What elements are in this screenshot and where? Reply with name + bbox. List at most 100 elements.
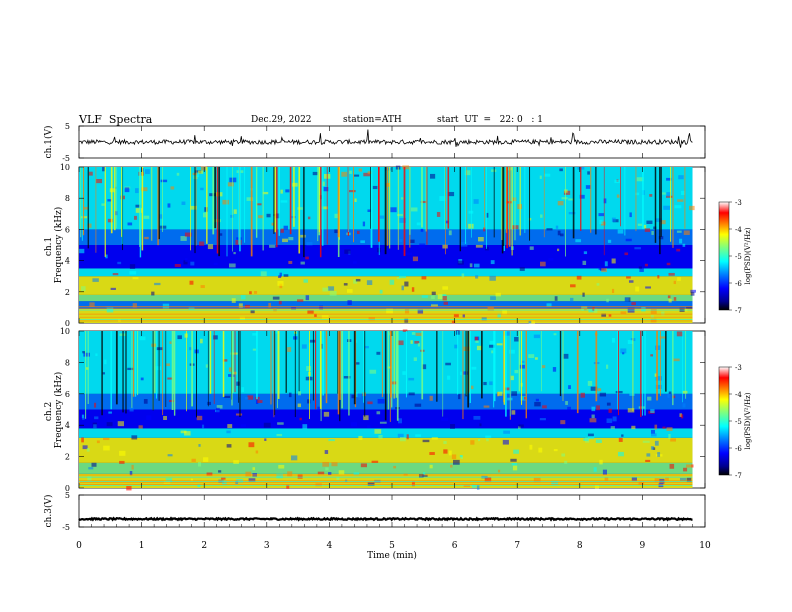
ch2-spectrogram-cell-95 bbox=[654, 440, 659, 446]
ch2-spectrogram-cell-310 bbox=[534, 401, 541, 407]
ch1-spectrogram-ytick-label-2: 4 bbox=[65, 257, 70, 266]
ch1-spectrogram-cell-298 bbox=[329, 290, 337, 296]
ch2-spectrogram-cell-146 bbox=[336, 477, 340, 481]
ch2-spectrogram-cell-290 bbox=[657, 452, 661, 457]
ch1-spectrogram-cell-357 bbox=[661, 311, 665, 316]
ch2-spectrogram-cell-74 bbox=[278, 464, 285, 469]
ch1-spectrogram-cell-170 bbox=[673, 297, 677, 301]
ch2-spectrogram-cell-190 bbox=[642, 440, 650, 443]
ch2-spectrogram-cell-72 bbox=[357, 393, 362, 398]
ch1-spectrogram-cell-21 bbox=[283, 274, 289, 277]
ch2-spectrogram-cell-24 bbox=[667, 393, 670, 398]
ch1-spectrogram-cell-55 bbox=[638, 266, 642, 269]
ch1-spectrogram-cell-113 bbox=[368, 317, 375, 321]
ch2-spectrogram-ytick-label-4: 8 bbox=[65, 358, 70, 367]
ch2-spectrogram-cell-331 bbox=[286, 484, 290, 489]
ch2-spectrogram-cell-323 bbox=[218, 470, 222, 473]
ch1-spectrogram-cell-185 bbox=[379, 289, 383, 294]
ch1-spectrogram-cell-182 bbox=[442, 244, 448, 249]
ch2-spectrogram-cell-228 bbox=[679, 477, 687, 481]
ch1-spectrogram-cell-98 bbox=[200, 187, 204, 191]
ch1-spectrogram-cell-35 bbox=[238, 303, 243, 308]
ch1-spectrogram-cell-347 bbox=[410, 207, 418, 212]
ch1-spectrogram-cell-259 bbox=[653, 226, 657, 230]
ch1-spectrogram-cell-234 bbox=[362, 221, 366, 227]
ch2-spectrogram-cell-312 bbox=[94, 416, 99, 420]
ch1-spectrogram-cell-146 bbox=[360, 240, 365, 244]
ch1-spectrogram-cell-141 bbox=[417, 309, 424, 314]
ch1-spectrogram-cell-377 bbox=[624, 297, 629, 302]
ch1-spectrogram-cell-260 bbox=[269, 244, 276, 248]
ch2-spectrogram-cell-56 bbox=[277, 422, 284, 425]
ch1-spectrogram-cell-194 bbox=[135, 204, 142, 208]
ch1-spectrogram-cell-362 bbox=[650, 315, 654, 319]
ch2-spectrogram-cell-342 bbox=[638, 406, 646, 409]
ch1-spectrogram-cell-64 bbox=[624, 252, 629, 256]
ch2-spectrogram-cell-344 bbox=[387, 366, 392, 369]
ch1-spectrogram-cell-273 bbox=[353, 279, 358, 284]
ch1-spectrogram-band-2 bbox=[79, 294, 693, 302]
ch2-colorbar bbox=[718, 366, 730, 476]
ch2-spectrogram-cell-333 bbox=[659, 336, 667, 339]
ch2-spectrogram-cell-181 bbox=[568, 385, 571, 390]
ch1-spectrogram-cell-367 bbox=[349, 190, 356, 193]
ch1-spectrogram-cell-313 bbox=[464, 170, 471, 176]
ch1-spectrogram-cell-88 bbox=[608, 314, 612, 317]
ch1-spectrogram-cell-220 bbox=[539, 175, 542, 179]
ch2-spectrogram-cell-371 bbox=[580, 392, 585, 398]
ch2-spectrogram-cell-243 bbox=[139, 336, 146, 341]
ch1-spectrogram-cell-69 bbox=[396, 277, 401, 280]
ch3-waveform-yticks: 5 -5 bbox=[62, 491, 705, 532]
ch2-spectrogram-cell-257 bbox=[524, 396, 527, 400]
ch1-spectrogram-cell-246 bbox=[233, 209, 237, 214]
ch2-spectrogram-cell-171 bbox=[629, 393, 635, 396]
ch1-spectrogram-cell-72 bbox=[557, 200, 564, 206]
ch1-spectrogram-cell-212 bbox=[399, 239, 403, 243]
ch1-spectrogram-cell-165 bbox=[236, 237, 242, 240]
ch2-spectrogram-cell-306 bbox=[167, 377, 173, 380]
ch1-spectrogram-cell-342 bbox=[679, 238, 683, 244]
ch1-spectrogram-cell-116 bbox=[546, 303, 552, 307]
ch2-spectrogram-cell-264 bbox=[82, 417, 85, 420]
xtick-label-6: 6 bbox=[452, 541, 458, 551]
ch1-spectrogram-cell-145 bbox=[88, 171, 93, 176]
ch2-spectrogram-ylabel-line2: Frequency (kHz) bbox=[53, 372, 64, 449]
ch1-spectrogram-cell-272 bbox=[690, 291, 695, 296]
ch2-spectrogram-cell-132 bbox=[180, 430, 187, 434]
ch2-spectrogram-cell-210 bbox=[670, 438, 676, 442]
ch1-spectrogram-cell-42 bbox=[323, 186, 329, 192]
ch1-spectrogram-cell-52 bbox=[582, 292, 585, 297]
ch1-spectrogram-cell-251 bbox=[666, 262, 671, 266]
ch3-waveform-panel: 5 -5 ch.3(V) bbox=[43, 491, 706, 532]
ch2-spectrogram-cell-298 bbox=[206, 472, 213, 476]
ch2-spectrogram-cell-141 bbox=[196, 415, 203, 421]
ch2-spectrogram-cell-168 bbox=[454, 344, 458, 349]
ch1-spectrogram-cell-258 bbox=[213, 262, 218, 265]
ch1-spectrogram-cell-227 bbox=[599, 219, 603, 225]
ch2-spectrogram-cell-159 bbox=[627, 339, 634, 344]
ch1-spectrogram-cell-337 bbox=[202, 212, 207, 218]
ch2-spectrogram-cell-100 bbox=[647, 396, 652, 401]
ch1-spectrogram-cell-207 bbox=[557, 230, 561, 236]
ch1-spectrogram-cell-148 bbox=[660, 220, 666, 225]
ch1-spectrogram-cell-160 bbox=[101, 203, 105, 206]
ch2-spectrogram-cbtick-label-4: -7 bbox=[735, 472, 742, 480]
ch1-spectrogram-cell-368 bbox=[124, 187, 130, 193]
ch1-spectrogram-cell-237 bbox=[690, 289, 696, 293]
ch2-spectrogram-cell-142 bbox=[328, 439, 335, 442]
ch2-spectrogram-cell-277 bbox=[595, 439, 602, 444]
ch1-spectrogram-cell-180 bbox=[491, 169, 497, 172]
ch2-spectrogram-ytick-label-0: 0 bbox=[65, 484, 70, 493]
ch1-spectrogram-ytick-label-0: 0 bbox=[65, 319, 70, 328]
ch2-spectrogram-cell-374 bbox=[422, 439, 430, 443]
ch1-spectrogram-cell-349 bbox=[481, 317, 487, 321]
ch2-spectrogram-cell-204 bbox=[489, 381, 493, 386]
ch2-spectrogram-cell-202 bbox=[654, 424, 658, 430]
ch2-spectrogram-cell-173 bbox=[203, 457, 209, 462]
ch1-spectrogram-cell-239 bbox=[305, 295, 310, 301]
ch2-spectrogram-cell-23 bbox=[255, 450, 259, 454]
ch2-spectrogram-cell-152 bbox=[627, 408, 635, 413]
ch1-spectrogram-cell-296 bbox=[356, 230, 360, 235]
xtick-label-1: 1 bbox=[139, 541, 145, 551]
ch2-spectrogram-cell-340 bbox=[399, 437, 406, 442]
